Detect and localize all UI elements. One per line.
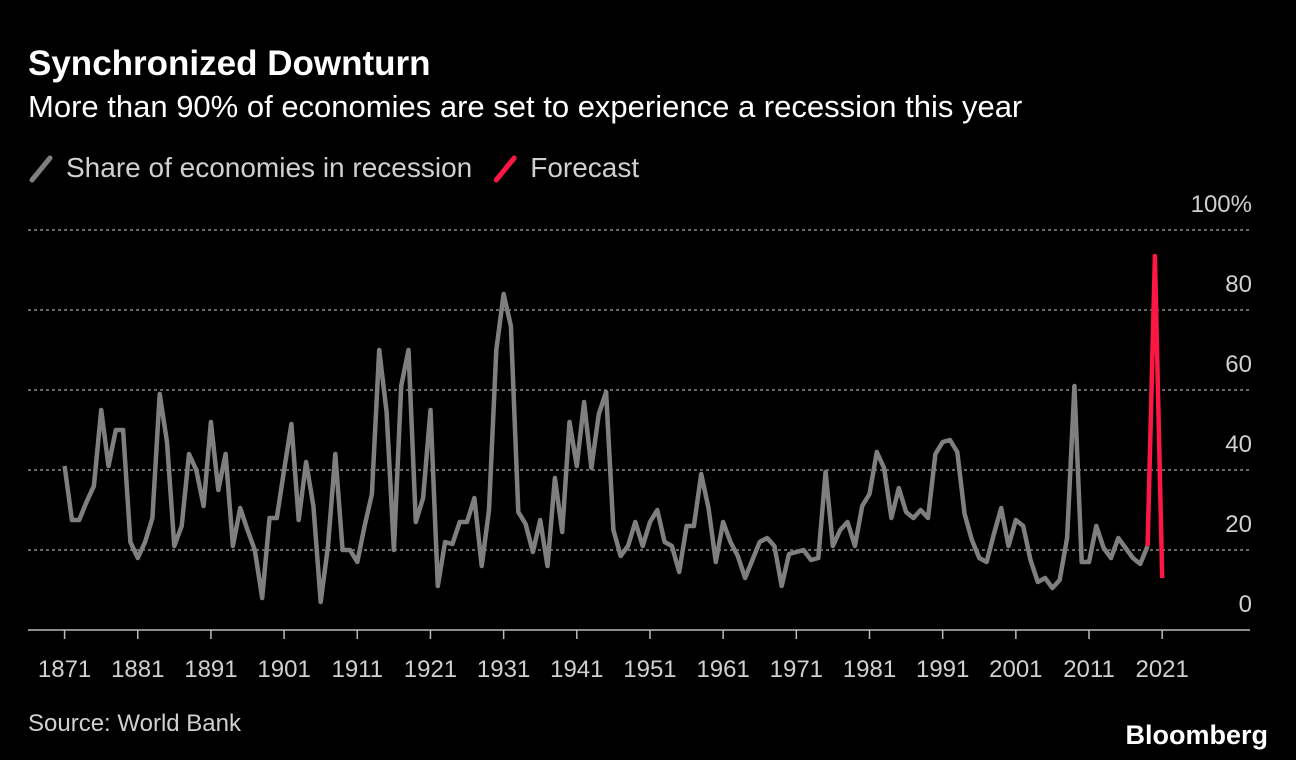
legend-label: Share of economies in recession bbox=[66, 152, 472, 183]
x-tick-label: 1951 bbox=[623, 656, 676, 683]
x-tick-label: 1901 bbox=[257, 656, 310, 683]
legend-label: Forecast bbox=[530, 152, 639, 183]
x-tick-label: 1921 bbox=[404, 656, 457, 683]
x-tick-label: 2001 bbox=[989, 656, 1042, 683]
source: Source: World Bank bbox=[28, 710, 242, 737]
x-tick-label: 1871 bbox=[38, 656, 91, 683]
y-tick-label: 40 bbox=[1225, 431, 1252, 458]
x-tick-label: 1981 bbox=[843, 656, 896, 683]
x-tick-label: 1941 bbox=[550, 656, 603, 683]
credit: Bloomberg bbox=[1125, 720, 1268, 750]
y-tick-label: 60 bbox=[1225, 351, 1252, 378]
x-tick-label: 1971 bbox=[770, 656, 823, 683]
chart-title: Synchronized Downturn bbox=[28, 44, 431, 83]
x-tick-label: 1891 bbox=[184, 656, 237, 683]
legend-swatch bbox=[493, 155, 517, 183]
x-tick-label: 1911 bbox=[331, 656, 383, 683]
x-tick-label: 1931 bbox=[477, 656, 530, 683]
y-tick-label: 20 bbox=[1225, 511, 1252, 538]
x-tick-label: 2011 bbox=[1063, 656, 1115, 683]
series-line bbox=[62, 291, 1150, 605]
y-tick-label: 80 bbox=[1225, 271, 1252, 298]
x-tick-label: 1961 bbox=[696, 656, 749, 683]
x-tick-label: 2021 bbox=[1135, 656, 1188, 683]
y-tick-label: 0 bbox=[1239, 591, 1252, 618]
series-line bbox=[1145, 253, 1165, 579]
x-tick-label: 1881 bbox=[111, 656, 164, 683]
chart-subtitle: More than 90% of economies are set to ex… bbox=[28, 89, 1022, 124]
legend-swatch bbox=[29, 155, 53, 183]
y-tick-label: 100% bbox=[1191, 191, 1252, 218]
x-tick-label: 1991 bbox=[916, 656, 969, 683]
